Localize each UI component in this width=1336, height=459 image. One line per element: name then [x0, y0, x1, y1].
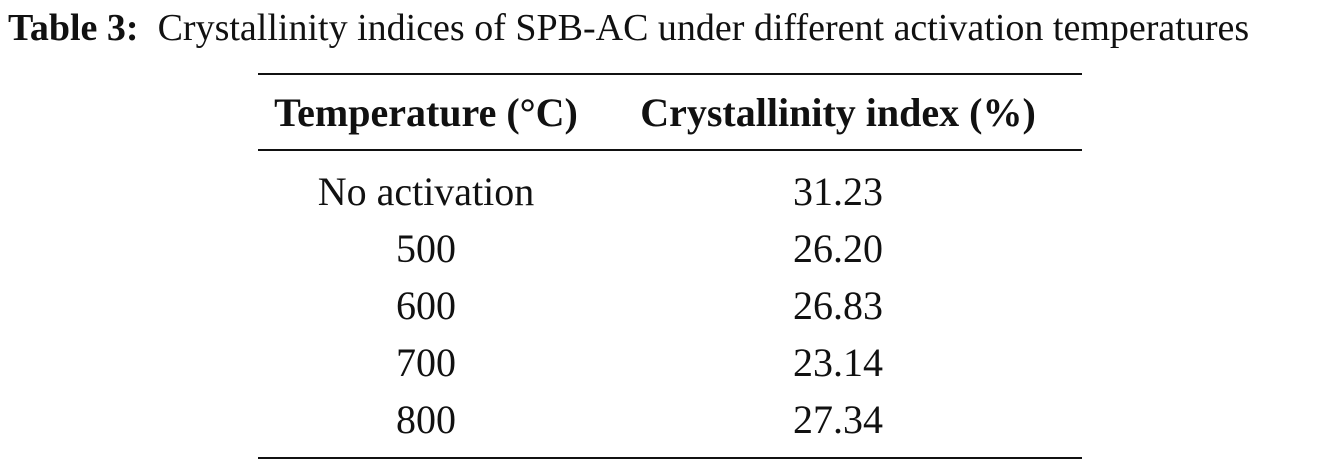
table-caption-text: Crystallinity indices of SPB-AC under di…	[157, 7, 1250, 49]
cell-temperature: 800	[396, 397, 456, 442]
cell-crystallinity-index: 26.83	[793, 283, 883, 328]
cell-temperature: 500	[396, 226, 456, 271]
crystallinity-table: Temperature (°C) Crystallinity index (%)…	[258, 73, 1082, 459]
header-crystallinity-index: Crystallinity index (%)	[640, 89, 1036, 135]
cell-crystallinity-index: 23.14	[793, 340, 883, 385]
table-caption-label: Table 3:	[8, 7, 139, 49]
table-header-row: Temperature (°C) Crystallinity index (%)	[258, 75, 1082, 149]
cell-temperature: 700	[396, 340, 456, 385]
table-row: No activation 31.23	[258, 163, 1082, 220]
cell-crystallinity-index: 31.23	[793, 169, 883, 214]
table-row: 500 26.20	[258, 220, 1082, 277]
header-temperature: Temperature (°C)	[274, 89, 578, 135]
table-row: 700 23.14	[258, 334, 1082, 391]
table-row: 600 26.83	[258, 277, 1082, 334]
table-row: 800 27.34	[258, 391, 1082, 448]
table-body: No activation 31.23 500 26.20 600 26.83 …	[258, 151, 1082, 457]
cell-temperature: No activation	[317, 169, 535, 214]
table-header-rule	[258, 149, 1082, 151]
table-caption: Table 3: Crystallinity indices of SPB-AC…	[8, 8, 1249, 48]
cell-temperature: 600	[396, 283, 456, 328]
cell-crystallinity-index: 26.20	[793, 226, 883, 271]
table-top-rule	[258, 73, 1082, 75]
cell-crystallinity-index: 27.34	[793, 397, 883, 442]
